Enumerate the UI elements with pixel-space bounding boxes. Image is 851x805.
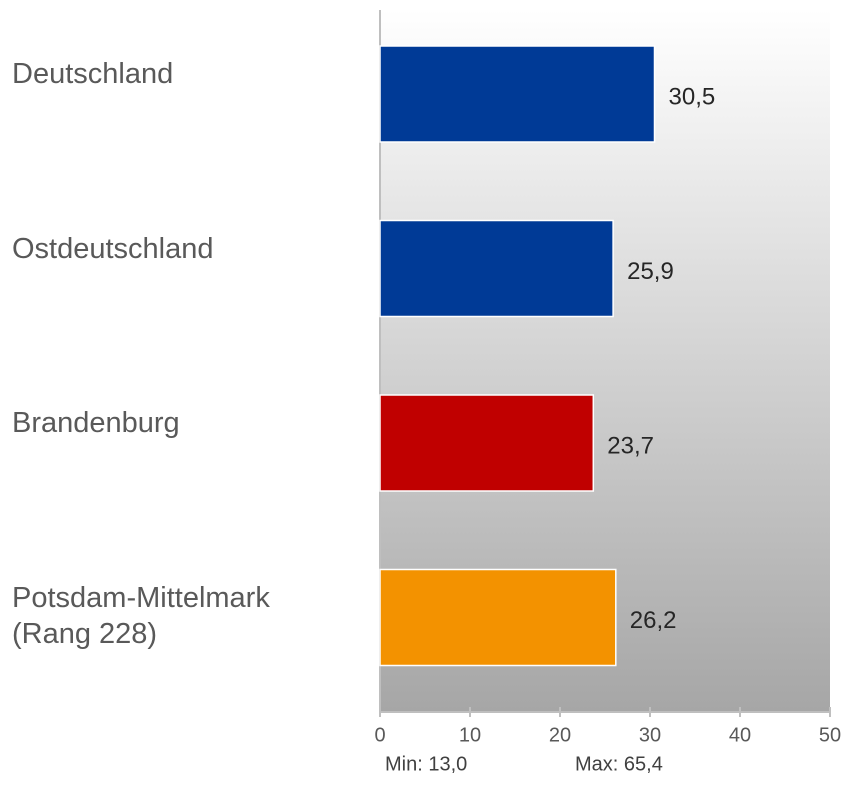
value-label: 25,9 bbox=[627, 258, 674, 285]
value-label: 30,5 bbox=[669, 83, 716, 110]
category-label: Brandenburg bbox=[12, 407, 180, 439]
category-label: Potsdam-Mittelmark (Rang 228) bbox=[12, 581, 270, 650]
bar bbox=[379, 219, 614, 318]
x-tick-label: 10 bbox=[459, 724, 481, 746]
bar bbox=[379, 45, 656, 143]
x-tick-label: 40 bbox=[729, 724, 751, 746]
value-label: 23,7 bbox=[607, 432, 654, 459]
value-label: 26,2 bbox=[630, 607, 677, 634]
bar bbox=[379, 394, 595, 492]
x-tick-label: 30 bbox=[639, 724, 661, 746]
category-label: Ostdeutschland bbox=[12, 232, 214, 265]
category-label: Deutschland bbox=[12, 58, 174, 90]
annotation-max: Max: 65,4 bbox=[575, 753, 663, 775]
x-tick-label: 50 bbox=[819, 724, 841, 746]
annotation-min: Min: 13,0 bbox=[385, 753, 467, 775]
bar bbox=[379, 568, 617, 667]
x-tick-label: 0 bbox=[374, 724, 385, 746]
x-tick-label: 20 bbox=[549, 724, 571, 746]
